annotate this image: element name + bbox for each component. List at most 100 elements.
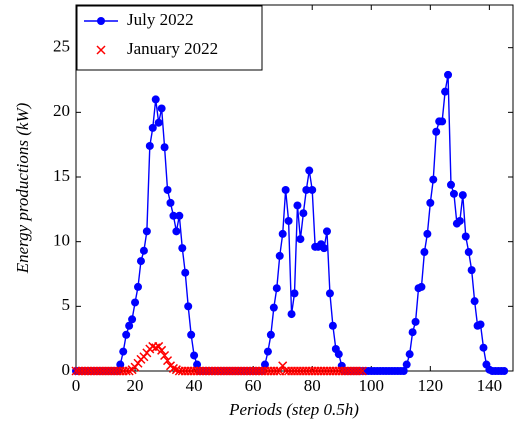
marker bbox=[426, 198, 435, 207]
x-tick-label: 140 bbox=[477, 376, 503, 395]
x-axis-label: Periods (step 0.5h) bbox=[228, 400, 359, 419]
marker bbox=[142, 227, 151, 236]
marker bbox=[287, 310, 296, 319]
marker bbox=[320, 244, 329, 253]
marker bbox=[479, 343, 488, 352]
marker bbox=[467, 266, 476, 275]
marker bbox=[458, 191, 467, 200]
marker bbox=[145, 141, 154, 150]
marker bbox=[193, 360, 202, 369]
marker bbox=[328, 321, 337, 330]
marker bbox=[322, 227, 331, 236]
marker bbox=[160, 143, 169, 152]
marker bbox=[299, 209, 308, 218]
marker bbox=[455, 216, 464, 225]
legend-label: January 2022 bbox=[127, 39, 218, 58]
marker bbox=[151, 343, 161, 353]
marker bbox=[187, 330, 196, 339]
marker bbox=[96, 45, 106, 55]
marker bbox=[302, 185, 311, 194]
marker bbox=[461, 232, 470, 241]
marker bbox=[476, 320, 485, 329]
marker bbox=[154, 118, 163, 127]
marker bbox=[281, 185, 290, 194]
legend-box bbox=[76, 5, 263, 71]
marker bbox=[166, 198, 175, 207]
marker bbox=[178, 244, 187, 253]
y-tick-label: 0 bbox=[62, 360, 71, 379]
marker bbox=[119, 347, 128, 356]
marker bbox=[260, 360, 269, 369]
marker bbox=[175, 211, 184, 220]
marker bbox=[420, 248, 429, 257]
marker bbox=[293, 201, 302, 210]
marker bbox=[131, 298, 140, 307]
marker bbox=[308, 185, 317, 194]
marker bbox=[168, 363, 178, 373]
marker bbox=[128, 315, 137, 324]
y-tick-label: 10 bbox=[53, 231, 70, 250]
marker bbox=[500, 367, 509, 375]
marker bbox=[357, 366, 367, 376]
marker bbox=[325, 289, 334, 298]
x-tick-label: 60 bbox=[245, 376, 262, 395]
marker bbox=[444, 70, 453, 79]
marker bbox=[134, 282, 143, 291]
marker bbox=[263, 347, 272, 356]
marker bbox=[136, 257, 145, 266]
marker bbox=[139, 246, 148, 255]
x-tick-label: 80 bbox=[304, 376, 321, 395]
marker bbox=[184, 302, 193, 311]
marker bbox=[157, 104, 166, 113]
marker bbox=[122, 330, 131, 339]
marker bbox=[157, 345, 167, 355]
marker bbox=[169, 211, 178, 220]
marker bbox=[151, 95, 160, 104]
marker bbox=[405, 350, 414, 359]
marker bbox=[190, 351, 199, 360]
marker bbox=[272, 284, 281, 293]
marker bbox=[305, 166, 314, 175]
marker bbox=[423, 229, 432, 238]
marker bbox=[97, 17, 105, 25]
marker bbox=[278, 229, 287, 238]
marker bbox=[148, 123, 157, 132]
x-tick-label: 100 bbox=[359, 376, 385, 395]
marker bbox=[432, 127, 441, 136]
marker bbox=[334, 350, 343, 359]
marker bbox=[470, 297, 479, 306]
marker bbox=[441, 87, 450, 96]
y-tick-label: 15 bbox=[53, 166, 70, 185]
x-tick-label: 20 bbox=[127, 376, 144, 395]
marker bbox=[438, 117, 447, 126]
marker bbox=[402, 360, 411, 369]
marker bbox=[163, 356, 173, 366]
marker bbox=[296, 235, 305, 244]
marker bbox=[275, 251, 284, 260]
y-axis-label: Energy productions (kW) bbox=[13, 102, 32, 274]
y-tick-label: 25 bbox=[53, 37, 70, 56]
marker bbox=[172, 227, 181, 236]
marker bbox=[116, 360, 125, 369]
marker bbox=[408, 328, 417, 337]
legend-label: July 2022 bbox=[127, 10, 194, 29]
marker bbox=[411, 317, 420, 326]
marker bbox=[429, 175, 438, 184]
marker bbox=[449, 189, 458, 198]
marker bbox=[124, 366, 134, 376]
marker bbox=[181, 268, 190, 277]
marker bbox=[417, 282, 426, 291]
y-tick-label: 20 bbox=[53, 101, 70, 120]
marker bbox=[464, 248, 473, 257]
marker bbox=[399, 367, 408, 375]
marker bbox=[284, 216, 293, 225]
marker bbox=[163, 185, 172, 194]
marker bbox=[160, 350, 170, 361]
y-tick-label: 5 bbox=[62, 295, 71, 314]
x-tick-label: 120 bbox=[418, 376, 444, 395]
marker bbox=[269, 303, 278, 312]
marker bbox=[354, 366, 364, 376]
marker bbox=[266, 330, 275, 339]
marker bbox=[446, 180, 455, 189]
